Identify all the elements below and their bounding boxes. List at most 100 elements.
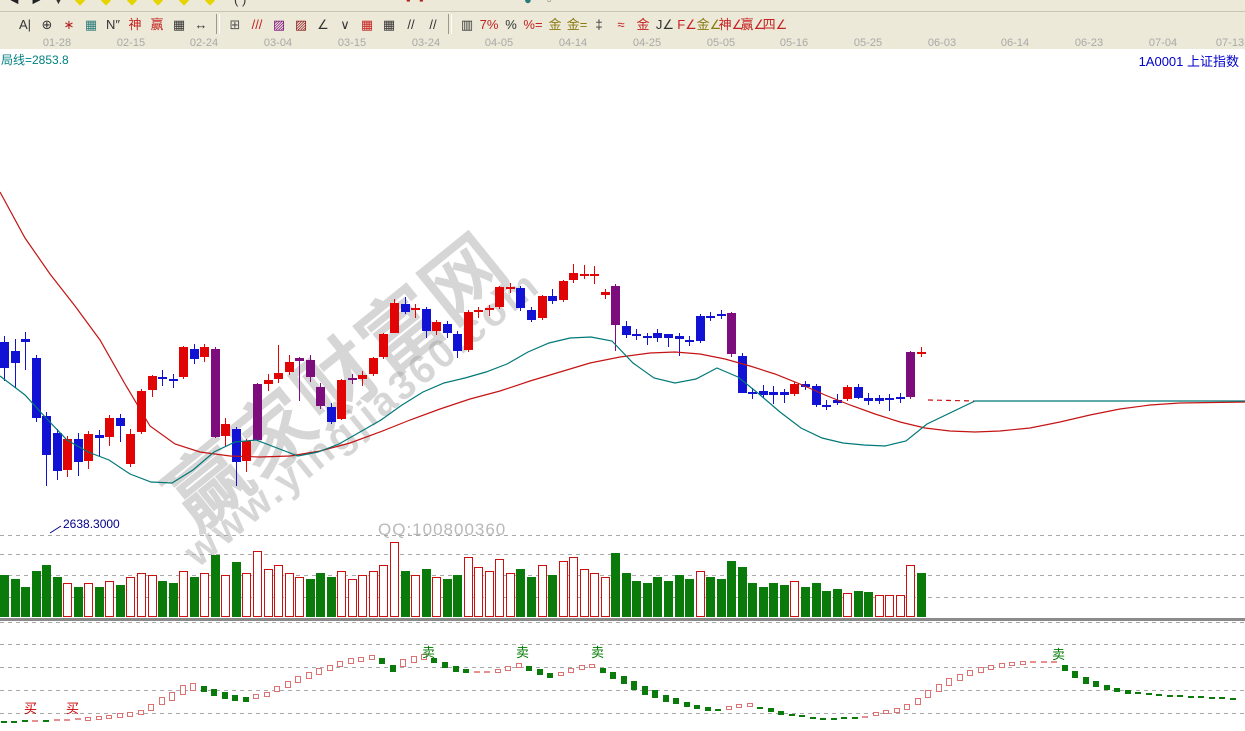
volume-bar [727,561,736,617]
indicator-bar [411,655,417,663]
clipped-cursor-icon[interactable]: ▼ [52,0,65,6]
volume-bar [685,579,694,617]
gann-fan-red-tool[interactable]: /// [251,16,263,32]
channel-lines-tool[interactable]: // [429,16,437,32]
date-tick-label: 04-25 [632,37,662,49]
indicator-bar [1188,696,1194,698]
volume-bar [95,587,104,617]
grid-dashed-line [0,622,1245,623]
width-measure-tool[interactable]: ↔ [194,16,208,32]
indicator-bar [831,718,837,720]
date-tick-label: 03-24 [411,37,441,49]
gold-angle-tool[interactable]: 金∠ [696,16,722,32]
volume-bar [63,583,72,617]
indicator-bar [568,667,574,673]
text-annotation-tool[interactable]: A| [18,16,32,32]
clipped-diamond-icon[interactable]: ◆ [127,0,137,6]
trend-angle-tool[interactable]: ∠ [317,16,329,32]
candle [548,296,557,301]
clipped-diamond-icon[interactable]: ◆ [153,0,163,6]
indicator-bar [390,664,396,672]
percent-retrace-red-tool[interactable]: 7% [479,16,499,32]
candle [464,311,473,350]
volume-bar [432,577,441,617]
clipped-printer-icon[interactable]: ▫ [547,0,552,6]
clipped-diamond-icon[interactable]: ◆ [205,0,215,6]
gold-circle-tool[interactable]: 金 [548,16,562,32]
candle [211,348,220,437]
clipped-diamond-icon[interactable]: ◆ [179,0,189,6]
candle [685,340,694,343]
gann-box-purple-tool[interactable]: ▨ [272,16,286,32]
volume-bar [316,573,325,617]
date-axis: 01-28 02-15 02-24 03-04 03-15 03-24 04-05 04-14… [0,36,1245,50]
indicator-bar [904,704,910,710]
quote-marks-tool[interactable]: N″ [106,16,120,32]
indicator-bar [22,720,28,722]
volume-bar [453,575,462,617]
volume-bar [253,551,262,617]
stats-bars-tool[interactable]: ▥ [460,16,474,32]
clipped-arrow-right-icon[interactable]: ► [30,0,43,6]
clipped-red-icon[interactable]: ▪ [406,0,411,6]
indicator-bar [348,658,354,664]
candle-wick [299,357,300,402]
indicator-bar [180,685,186,695]
indicator-bar [1167,695,1173,697]
j-angle-tool[interactable]: J∠ [655,16,675,32]
grid-red-tool[interactable]: ▦ [360,16,374,32]
percent-levels-red-tool[interactable]: %= [523,16,543,32]
shen-angle-tool[interactable]: 神∠ [718,16,744,32]
f-angle-tool[interactable]: F∠ [677,16,697,32]
percent-tool[interactable]: % [505,16,517,32]
candle [379,333,388,358]
indicator-bar [1020,661,1026,665]
ying-measure-tool[interactable]: 赢 [150,16,164,32]
gold-levels-tool[interactable]: 金= [566,16,588,32]
volume-bar [21,587,30,617]
candle [812,386,821,406]
clipped-globe-icon[interactable]: ● [524,0,532,6]
symbol-label: 1A0001 上证指数 [1138,54,1239,69]
grid-dashed-line [0,690,1245,691]
indicator-bar [883,710,889,714]
volume-bar [295,577,304,617]
date-tick-label: 07-13 [1215,37,1245,49]
indicator-bar [431,657,437,663]
zigzag-tool[interactable]: ∨ [340,16,350,32]
ying-angle-tool[interactable]: 赢∠ [740,16,766,32]
wave-band-red-tool[interactable]: ≈ [617,16,625,32]
indicator-bar [379,658,385,664]
brush-flag-tool[interactable]: ‡ [595,16,603,32]
clipped-arrow-left-icon[interactable]: ◄ [8,0,21,6]
clipped-red-icon[interactable]: ▪ [419,0,424,6]
candle [432,321,441,331]
clipped-diamond-icon[interactable]: ◆ [101,0,111,6]
candle [232,429,241,463]
date-tick-label: 02-15 [116,37,146,49]
gold-line-red-tool[interactable]: 金 [636,16,650,32]
star-burst-tool[interactable]: ∗ [63,16,75,32]
volume-bar [285,573,294,617]
clipped-bracket-icon[interactable]: ( ) [234,0,246,6]
shen-measure-tool[interactable]: 神 [128,16,142,32]
ruler-123-grid-tool[interactable]: ▦ [172,16,186,32]
date-tick-label: 01-28 [42,37,72,49]
clipped-diamond-icon[interactable]: ◆ [75,0,85,6]
box-handles-tool[interactable]: ⊞ [229,16,241,32]
parallel-lines-tool[interactable]: // [407,16,415,32]
chart-area: 赢家财富网 www.yingjia360.com 局线=2853.8 1A000… [0,49,1245,731]
indicator-bar [1198,696,1204,698]
gann-square-dark-tool[interactable]: ▨ [294,16,308,32]
grid-arrow-tool[interactable]: ▦ [382,16,396,32]
crosshair-circle-tool[interactable]: ⊕ [41,16,53,32]
date-tick-label: 06-14 [1000,37,1030,49]
grid-cross-tool[interactable]: ▦ [84,16,98,32]
volume-bar [158,581,167,617]
volume-bar [790,581,799,617]
si-angle-tool[interactable]: 四∠ [762,16,788,32]
candle [422,308,431,332]
candle [675,336,684,339]
volume-bar [11,579,20,617]
volume-bar [833,589,842,617]
